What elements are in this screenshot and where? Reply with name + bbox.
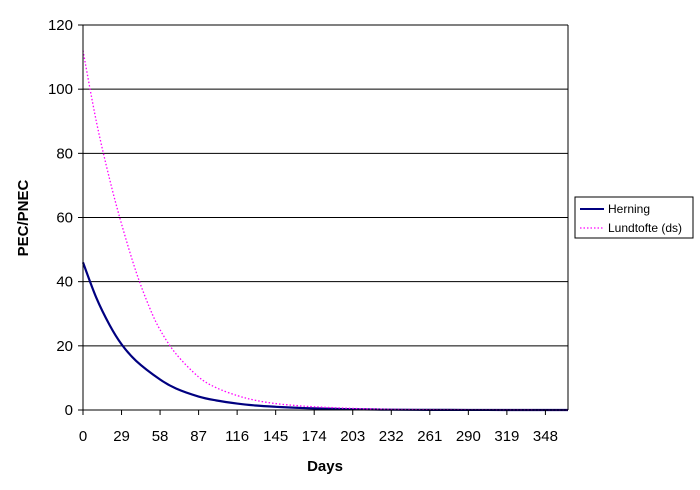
x-tick-label: 29 <box>113 428 130 445</box>
x-tick-label: 0 <box>79 428 87 445</box>
y-tick-label: 40 <box>56 274 73 291</box>
x-tick-label: 261 <box>417 428 442 445</box>
x-tick-label: 348 <box>533 428 558 445</box>
x-axis-title: Days <box>307 458 343 475</box>
x-tick-label: 232 <box>379 428 404 445</box>
legend: Herning Lundtofte (ds) <box>574 196 694 239</box>
x-tick-label: 290 <box>456 428 481 445</box>
y-axis-title: PEC/PNEC <box>15 179 32 256</box>
legend-label-herning: Herning <box>608 202 650 216</box>
legend-box <box>574 196 694 239</box>
y-tick-label: 0 <box>65 402 73 419</box>
y-tick-labels: 0 20 40 60 80 100 120 <box>48 17 83 419</box>
x-tick-label: 145 <box>263 428 288 445</box>
legend-label-lundtofte: Lundtofte (ds) <box>608 221 682 235</box>
y-tick-label: 80 <box>56 145 73 162</box>
y-tick-label: 60 <box>56 210 73 227</box>
y-tick-label: 100 <box>48 81 73 98</box>
y-tick-label: 120 <box>48 17 73 34</box>
x-tick-label: 174 <box>302 428 327 445</box>
x-tick-label: 319 <box>494 428 519 445</box>
x-tick-labels: 0 29 58 87 116 145 174 203 232 261 290 319 348 <box>79 410 558 445</box>
x-tick-label: 58 <box>152 428 169 445</box>
x-tick-label: 203 <box>340 428 365 445</box>
x-tick-label: 116 <box>225 428 249 445</box>
y-tick-label: 20 <box>56 338 73 355</box>
x-tick-label: 87 <box>190 428 207 445</box>
